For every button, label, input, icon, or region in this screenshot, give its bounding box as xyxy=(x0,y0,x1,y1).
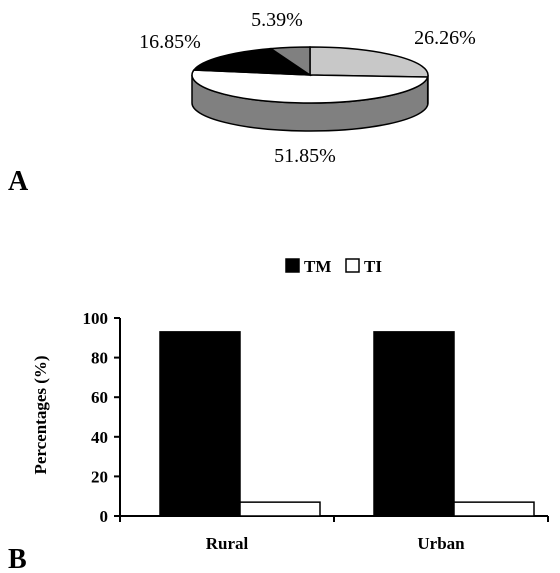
y-tick-label: 40 xyxy=(91,428,108,447)
bar-chart: 0 20 40 60 80 100 Rural Urban xyxy=(83,309,549,553)
pie-slice-label-2: 16.85% xyxy=(139,31,201,53)
y-tick-label: 80 xyxy=(91,349,108,368)
panel-label-b: B xyxy=(8,544,27,573)
y-axis-label: Percentages (%) xyxy=(31,355,50,474)
pie-chart: 26.26% 51.85% 16.85% 5.39% xyxy=(139,9,476,167)
pie-slice-3 xyxy=(268,46,311,77)
pie-slice-label-3: 5.39% xyxy=(251,9,303,31)
pie-slice-1 xyxy=(191,69,429,104)
bar-tm-rural xyxy=(159,331,241,517)
bar-tm-urban xyxy=(373,331,455,517)
y-tick-label: 0 xyxy=(100,507,109,526)
bar-ti-urban xyxy=(453,501,535,517)
pie-slice-0 xyxy=(309,46,429,78)
panel-label-a: A xyxy=(8,166,29,197)
y-tick-label: 20 xyxy=(91,467,108,486)
pie-slice-2 xyxy=(192,47,313,76)
y-tick-label: 100 xyxy=(83,309,109,328)
pie-slice-label-0: 26.26% xyxy=(414,27,476,49)
bar-ti-rural xyxy=(239,501,321,517)
x-category-label: Urban xyxy=(417,534,465,553)
legend-label-ti: TI xyxy=(364,257,382,276)
x-category-label: Rural xyxy=(206,534,249,553)
legend-label-tm: TM xyxy=(304,257,331,276)
bar-legend: TM TI xyxy=(285,257,382,276)
legend-swatch-tm xyxy=(285,258,300,273)
y-tick-label: 60 xyxy=(91,388,108,407)
legend-swatch-ti xyxy=(345,258,360,273)
pie-slice-label-1: 51.85% xyxy=(274,145,336,167)
